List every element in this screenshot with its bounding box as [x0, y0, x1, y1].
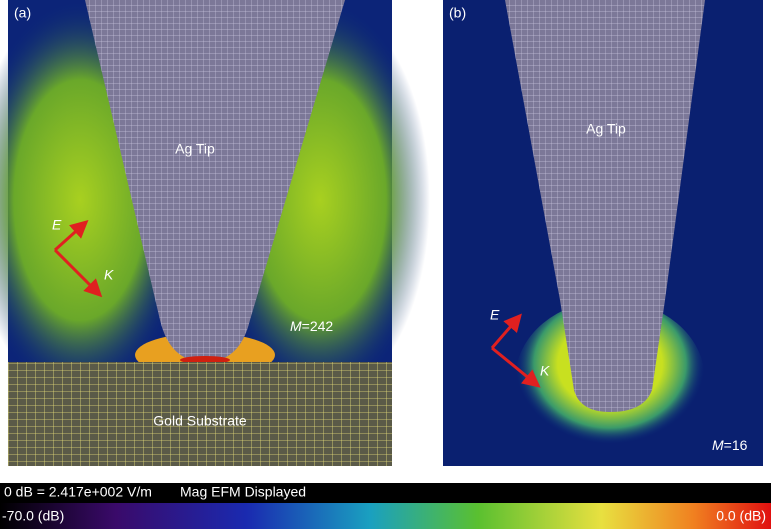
substrate-label: Gold Substrate [153, 413, 247, 429]
m-symbol: M [712, 437, 724, 453]
m-label: M=242 [290, 318, 333, 334]
tip-label: Ag Tip [175, 141, 215, 157]
m-value: =16 [724, 437, 748, 453]
colorbar-mode: Mag EFM Displayed [180, 484, 306, 500]
panel-b: (b) Ag Tip E K M=16 [443, 0, 763, 466]
colorbar: 0 dB = 2.417e+002 V/m Mag EFM Displayed … [0, 483, 771, 529]
tip-label: Ag Tip [586, 121, 626, 137]
panel-a: (a) Ag Tip E K M=242 Gold Substrate [0, 0, 430, 466]
colorbar-reference: 0 dB = 2.417e+002 V/m [4, 484, 152, 500]
panel-label: (a) [14, 5, 31, 21]
m-label: M=16 [712, 437, 748, 453]
m-value: =242 [302, 318, 334, 334]
k-label: K [104, 267, 114, 283]
colorbar-gradient [0, 503, 771, 529]
colorbar-min: -70.0 (dB) [2, 508, 64, 524]
e-label: E [52, 217, 62, 233]
k-label: K [540, 363, 550, 379]
colorbar-max: 0.0 (dB) [716, 508, 766, 524]
e-label: E [490, 307, 500, 323]
figure: (a) Ag Tip E K M=242 Gold Substrate (b) … [0, 0, 771, 529]
panel-label: (b) [449, 5, 466, 21]
m-symbol: M [290, 318, 302, 334]
